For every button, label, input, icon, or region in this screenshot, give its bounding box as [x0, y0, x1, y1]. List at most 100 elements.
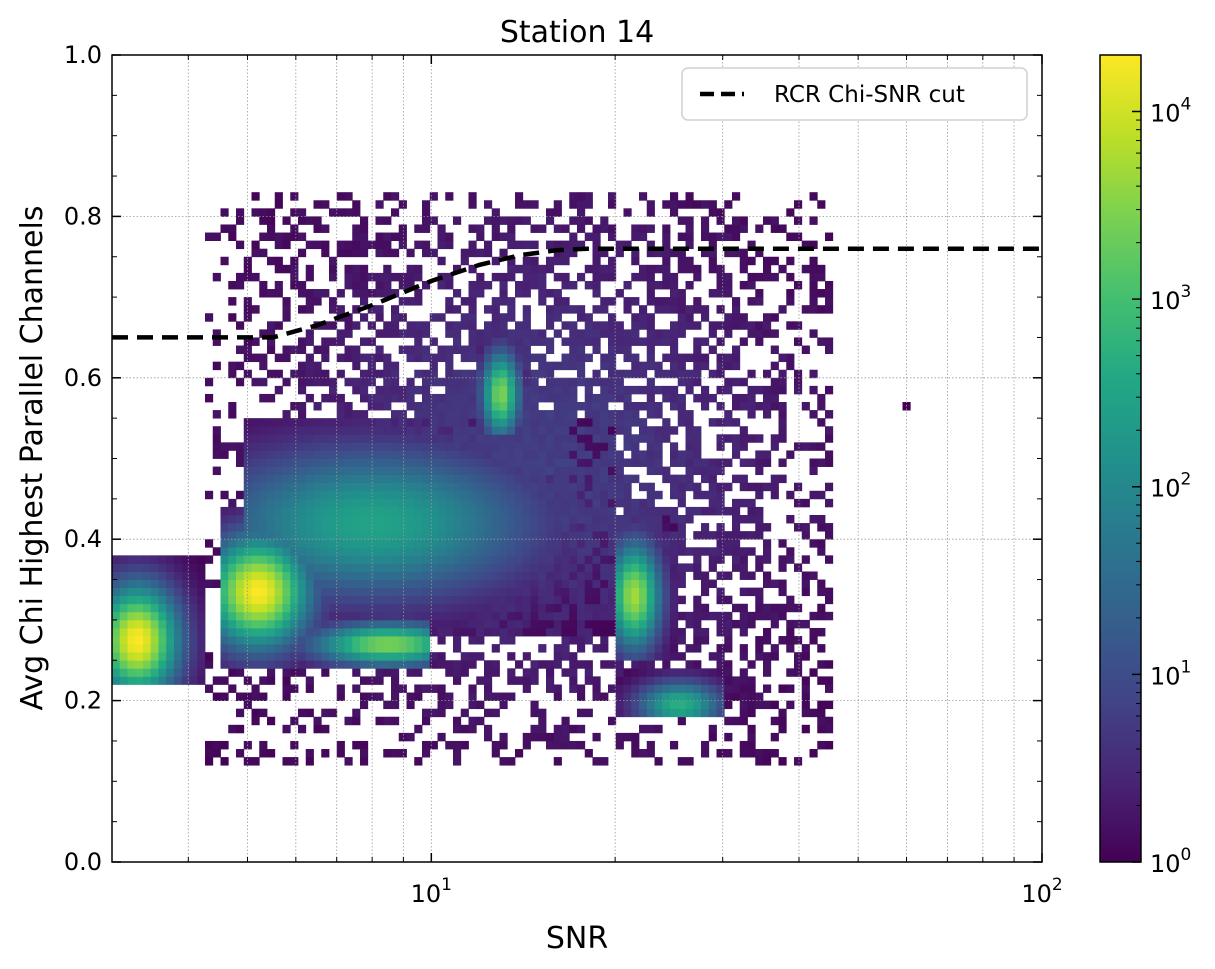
histogram-bin [460, 571, 469, 580]
histogram-bin [329, 579, 338, 589]
histogram-bin [724, 716, 733, 726]
histogram-bin [336, 587, 345, 597]
histogram-bin [391, 506, 400, 516]
histogram-bin [561, 240, 570, 250]
histogram-bin [298, 482, 307, 492]
histogram-bin [522, 385, 531, 395]
histogram-bin [631, 708, 640, 718]
histogram-bin [623, 393, 632, 403]
colorbar-tick-label: 103 [1150, 282, 1191, 315]
histogram-bin [786, 289, 795, 298]
histogram-bin [561, 644, 570, 653]
histogram-bin [251, 450, 260, 459]
histogram-bin [329, 587, 338, 597]
histogram-bin [468, 321, 477, 330]
histogram-bin [375, 402, 384, 411]
histogram-bin [336, 652, 345, 661]
histogram-bin [592, 474, 601, 484]
histogram-bin [592, 329, 601, 338]
histogram-bin [724, 627, 733, 637]
histogram-bin [561, 402, 570, 411]
histogram-bin [360, 353, 369, 363]
histogram-bin [499, 426, 508, 435]
histogram-bin [305, 466, 314, 476]
histogram-bin [414, 619, 423, 629]
histogram-bin [747, 692, 756, 701]
histogram-bin [305, 297, 314, 306]
histogram-bin [414, 353, 423, 363]
histogram-bin [484, 563, 493, 572]
histogram-bin [243, 337, 252, 346]
histogram-bin [724, 619, 733, 629]
histogram-bin [631, 337, 640, 346]
histogram-bin [305, 708, 314, 718]
histogram-bin [600, 595, 609, 605]
histogram-bin [569, 442, 578, 451]
histogram-bin [236, 514, 245, 524]
histogram-bin [398, 627, 407, 637]
histogram-bin [406, 660, 415, 669]
histogram-bin [801, 652, 810, 661]
histogram-bin [453, 579, 462, 589]
histogram-bin [608, 619, 617, 629]
histogram-bin [608, 450, 617, 459]
histogram-bin [739, 402, 748, 411]
histogram-bin [538, 442, 547, 451]
histogram-bin [615, 636, 624, 645]
histogram-bin [499, 506, 508, 516]
histogram-bin [406, 506, 415, 516]
histogram-bin [794, 482, 803, 492]
histogram-bin [484, 579, 493, 589]
histogram-bin [383, 418, 392, 427]
histogram-bin [391, 385, 400, 395]
histogram-bin [360, 474, 369, 484]
histogram-bin [189, 555, 198, 564]
histogram-bin [437, 345, 446, 354]
histogram-bin [243, 458, 252, 467]
histogram-bin [569, 418, 578, 427]
histogram-bin [724, 200, 733, 209]
histogram-bin [484, 450, 493, 459]
histogram-bin [329, 450, 338, 459]
histogram-bin [685, 216, 694, 225]
histogram-bin [476, 506, 485, 516]
histogram-bin [600, 442, 609, 451]
histogram-bin [282, 426, 291, 435]
histogram-bin [670, 692, 679, 701]
histogram-bin [243, 523, 252, 532]
histogram-bin [662, 611, 671, 621]
histogram-bin [429, 393, 438, 403]
histogram-bin [205, 539, 214, 548]
histogram-bin [321, 611, 330, 621]
histogram-bin [468, 289, 477, 298]
histogram-bin [631, 418, 640, 427]
histogram-bin [577, 490, 586, 500]
histogram-bin [615, 563, 624, 572]
histogram-bin [414, 264, 423, 274]
histogram-bin [321, 498, 330, 508]
histogram-bin [298, 337, 307, 346]
histogram-bin [259, 361, 268, 371]
histogram-bin [515, 442, 524, 451]
histogram-bin [515, 450, 524, 459]
histogram-bin [801, 692, 810, 701]
histogram-bin [259, 482, 268, 492]
histogram-bin [747, 240, 756, 250]
histogram-bin [801, 442, 810, 451]
histogram-bin [274, 514, 283, 524]
histogram-bin [298, 369, 307, 379]
histogram-bin [336, 563, 345, 572]
histogram-bin [290, 587, 299, 597]
histogram-bin [522, 410, 531, 419]
histogram-bin [670, 272, 679, 282]
histogram-bin [251, 514, 260, 524]
histogram-bin [189, 611, 198, 621]
histogram-bin [298, 619, 307, 629]
histogram-bin [298, 531, 307, 540]
histogram-bin [352, 208, 361, 217]
histogram-bin [646, 531, 655, 540]
histogram-bin [584, 490, 593, 500]
histogram-bin [383, 660, 392, 669]
histogram-bin [344, 402, 353, 411]
histogram-bin [693, 482, 702, 492]
